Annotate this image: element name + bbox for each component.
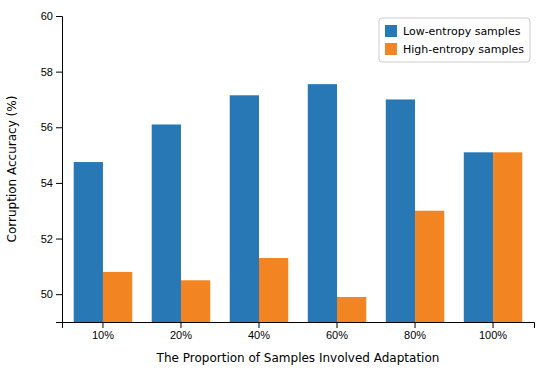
x-tick-label: 100% (479, 329, 507, 341)
y-tick: 60 (41, 10, 62, 22)
y-tick-label: 52 (41, 233, 53, 245)
legend: Low-entropy samples High-entropy samples (379, 18, 530, 62)
x-tick-label: 10% (92, 329, 114, 341)
y-tick: 52 (41, 233, 62, 245)
y-tick-label: 60 (41, 10, 53, 22)
y-tick-label: 56 (41, 121, 53, 133)
bar (259, 258, 288, 322)
bar (415, 211, 444, 322)
plot: 50 52 54 56 58 60 10% 20% 40% 60% 80% 100% Low-entro… (41, 10, 535, 341)
legend-swatch (385, 43, 397, 55)
x-tick: 60% (326, 322, 348, 341)
y-tick-mark (56, 16, 62, 17)
x-tick: 40% (248, 322, 270, 341)
y-tick-label: 54 (41, 177, 53, 189)
legend-label: High-entropy samples (403, 43, 524, 56)
x-tick: 10% (92, 322, 114, 341)
x-tick-mark (415, 322, 416, 328)
y-tick-mark (56, 239, 62, 240)
y-tick-mark (56, 127, 62, 128)
x-tick-label: 80% (404, 329, 426, 341)
legend-item: High-entropy samples (385, 43, 524, 56)
bar (103, 272, 132, 322)
legend-item: Low-entropy samples (385, 25, 521, 38)
y-tick: 58 (41, 66, 62, 78)
x-tick: 80% (404, 322, 426, 341)
chart-container: 50 52 54 56 58 60 10% 20% 40% 60% 80% 100% Low-entro… (0, 0, 550, 374)
bar (464, 152, 493, 322)
bars (74, 84, 523, 322)
legend-label: Low-entropy samples (403, 25, 521, 38)
x-tick: 20% (170, 322, 192, 341)
x-tick-label: 40% (248, 329, 270, 341)
x-axis: 10% 20% 40% 60% 80% 100% (63, 322, 535, 341)
bar (181, 280, 210, 322)
x-tick-label: 20% (170, 329, 192, 341)
x-tick: 100% (479, 322, 507, 341)
x-axis-line (63, 323, 535, 329)
bar-series (103, 152, 522, 322)
y-tick: 56 (41, 121, 62, 133)
bar (152, 124, 181, 322)
y-tick-label: 58 (41, 66, 53, 78)
x-tick-label: 60% (326, 329, 348, 341)
x-axis-title: The Proportion of Samples Involved Adapt… (156, 351, 440, 365)
y-tick-label: 50 (41, 288, 53, 300)
x-tick-mark (337, 322, 338, 328)
legend-swatch (385, 25, 397, 37)
bar-series (74, 84, 493, 322)
y-tick: 54 (41, 177, 62, 189)
y-tick: 50 (41, 288, 62, 300)
x-tick-mark (493, 322, 494, 328)
y-axis: 50 52 54 56 58 60 (41, 10, 63, 322)
y-tick-mark (56, 72, 62, 73)
y-axis-line (56, 17, 63, 323)
chart: 50 52 54 56 58 60 10% 20% 40% 60% 80% 100% Low-entro… (0, 0, 550, 374)
y-axis-title: Corruption Accuracy (%) (5, 96, 19, 243)
bar (337, 297, 366, 322)
y-tick-mark (56, 294, 62, 295)
x-tick-mark (102, 322, 103, 328)
legend-box (379, 18, 530, 62)
bar (386, 99, 415, 322)
x-tick-mark (180, 322, 181, 328)
bar (493, 152, 522, 322)
y-tick-mark (56, 183, 62, 184)
x-tick-mark (258, 322, 259, 328)
bar (230, 95, 259, 322)
bar (308, 84, 337, 322)
bar (74, 162, 103, 322)
